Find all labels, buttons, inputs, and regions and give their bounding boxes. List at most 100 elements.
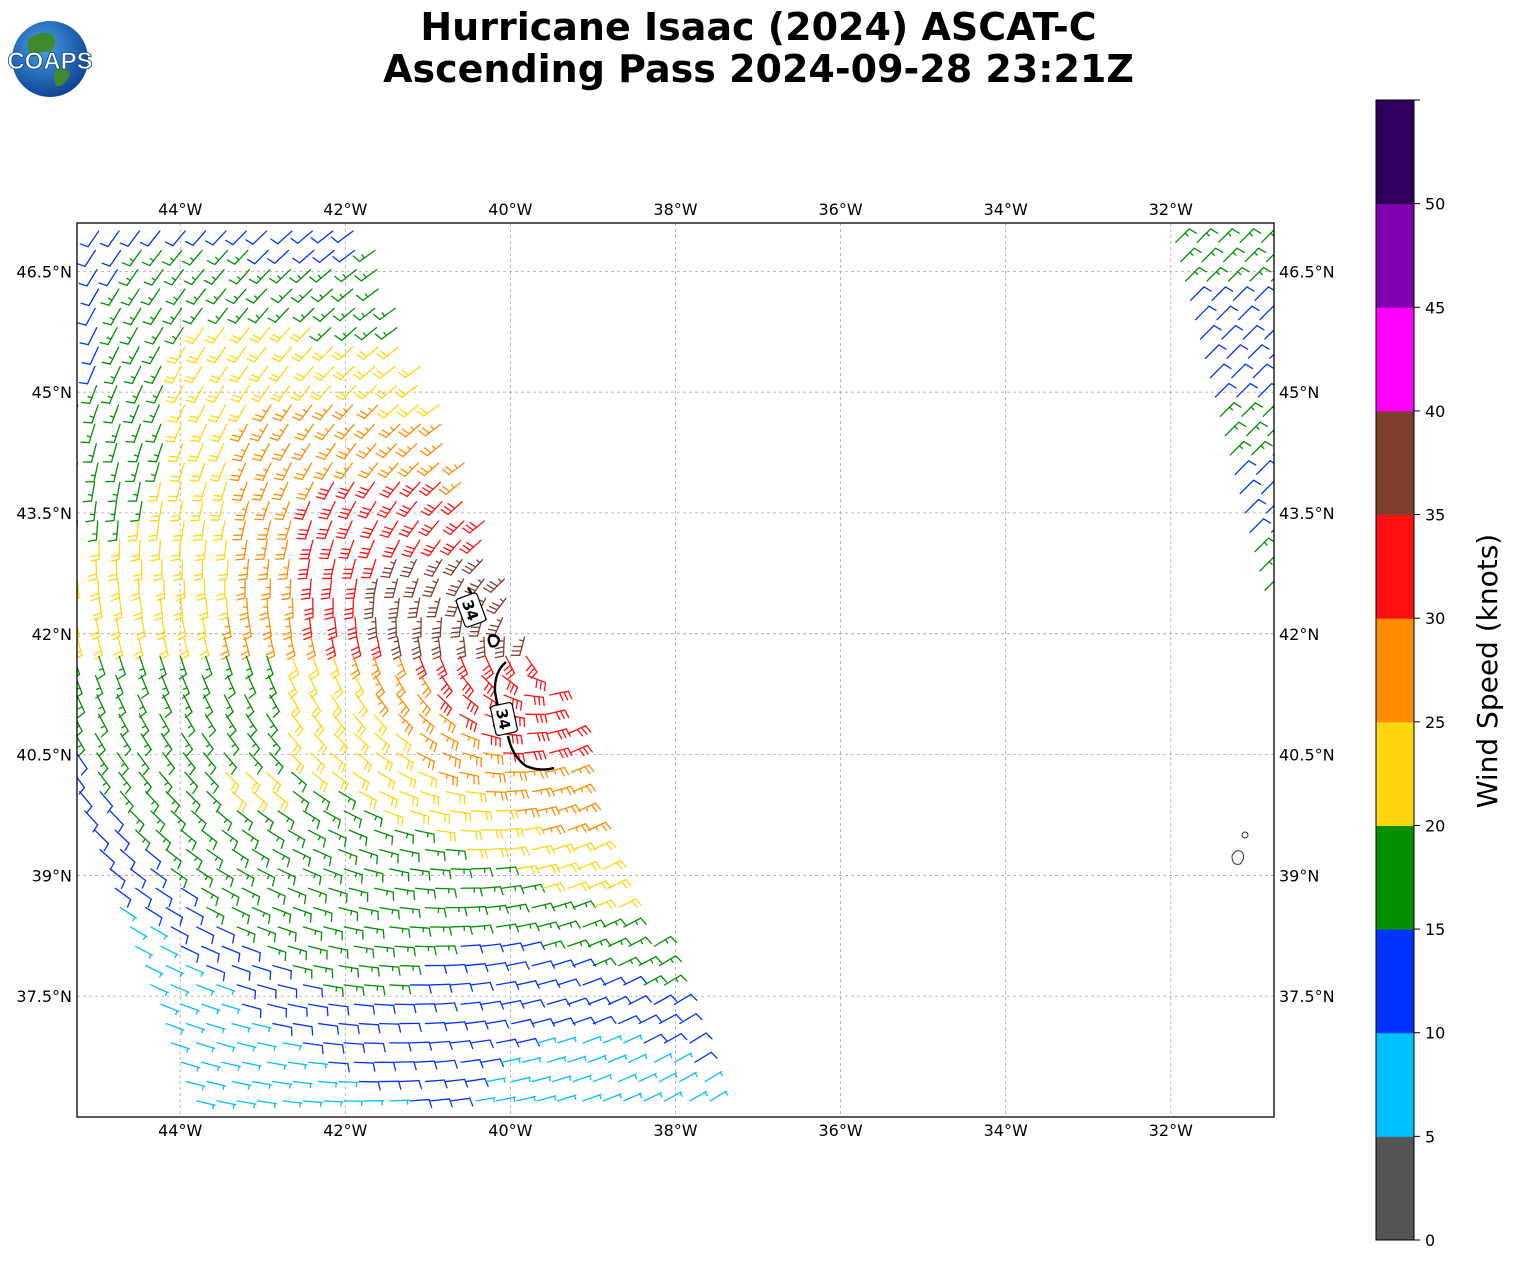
wind-barb xyxy=(236,926,256,944)
wind-barb xyxy=(388,597,400,619)
wind-barb xyxy=(114,887,132,908)
wind-barb xyxy=(292,404,313,421)
wind-barb xyxy=(274,539,289,560)
wind-barb xyxy=(379,481,401,498)
wind-barb xyxy=(511,1018,535,1028)
wind-barb xyxy=(159,713,170,738)
wind-barb xyxy=(354,385,377,400)
island-outline xyxy=(1231,831,1249,865)
wind-barb xyxy=(290,385,311,402)
wind-barb xyxy=(80,385,98,405)
wind-barb xyxy=(267,732,281,756)
wind-barb xyxy=(396,752,414,772)
wind-barb xyxy=(423,559,443,577)
wind-barb xyxy=(189,501,204,522)
wind-barb xyxy=(426,597,441,618)
wind-barb xyxy=(173,559,184,582)
wind-barb xyxy=(141,346,161,365)
wind-barb xyxy=(343,1042,366,1054)
wind-barb xyxy=(192,481,207,502)
wind-barb xyxy=(445,1021,469,1031)
lon-tick-label-top: 36°W xyxy=(819,200,863,219)
wind-barb xyxy=(312,307,335,322)
wind-barb xyxy=(222,616,232,641)
wind-barb xyxy=(1267,428,1274,437)
wind-barb xyxy=(63,444,76,463)
wind-barb xyxy=(180,887,199,907)
wind-barb xyxy=(182,752,196,776)
wind-barb xyxy=(352,249,376,263)
wind-barb xyxy=(268,365,289,382)
wind-barb xyxy=(572,1074,592,1083)
wind-barb xyxy=(465,905,489,916)
colorbar-tick-label: 50 xyxy=(1425,195,1445,214)
wind-barb xyxy=(345,578,358,600)
wind-barb xyxy=(623,975,647,986)
wind-barb xyxy=(145,848,162,870)
wind-barb xyxy=(205,230,227,246)
wind-barb xyxy=(159,636,169,660)
wind-barb xyxy=(58,308,75,325)
wind-barb xyxy=(420,674,432,699)
wind-barb xyxy=(77,636,83,659)
wind-barb xyxy=(462,520,485,534)
wind-barb xyxy=(501,827,525,838)
wind-barb xyxy=(313,462,333,480)
wind-barb xyxy=(315,481,335,500)
wind-barb xyxy=(204,771,219,794)
wind-barb xyxy=(403,578,419,598)
wind-barb xyxy=(536,863,561,874)
wind-barb xyxy=(389,868,410,882)
wind-barb xyxy=(485,904,510,914)
wind-barb xyxy=(419,790,440,807)
wind-barb xyxy=(545,709,570,721)
wind-barb xyxy=(442,752,461,769)
wind-barb xyxy=(141,249,163,267)
wind-barb xyxy=(429,983,453,993)
wind-barb xyxy=(170,868,188,889)
wind-barb xyxy=(287,732,302,756)
wind-barb xyxy=(396,694,410,718)
wind-barb xyxy=(296,481,314,501)
wind-barb xyxy=(1231,363,1254,379)
wind-barb xyxy=(465,1020,489,1030)
wind-barb xyxy=(180,1003,200,1015)
colorbar-tick-label: 40 xyxy=(1425,402,1445,421)
wind-barb xyxy=(582,1093,602,1102)
wind-barb xyxy=(184,327,205,345)
wind-barb xyxy=(416,404,440,417)
wind-barb xyxy=(521,999,546,1008)
wind-barb xyxy=(195,868,214,888)
lat-tick-label-right: 46.5°N xyxy=(1279,262,1335,281)
wind-barb xyxy=(77,249,96,267)
wind-barb xyxy=(440,732,459,752)
wind-barb xyxy=(245,288,268,304)
wind-barb xyxy=(1244,247,1267,263)
wind-barb xyxy=(429,868,452,880)
wind-barb xyxy=(118,269,139,287)
wind-barb xyxy=(102,307,122,326)
wind-barb xyxy=(506,789,530,800)
wind-34kt-contour: 34 34 xyxy=(455,587,555,771)
wind-barb xyxy=(155,829,172,851)
wind-barb xyxy=(251,790,268,812)
wind-barb xyxy=(330,752,347,774)
wind-barb xyxy=(160,1003,180,1016)
wind-barb xyxy=(187,443,204,462)
wind-barb xyxy=(201,829,218,851)
wind-barb xyxy=(212,481,228,502)
wind-barb xyxy=(221,829,239,850)
wind-barb xyxy=(285,636,296,660)
lon-tick-label-top: 38°W xyxy=(653,200,697,219)
wind-barb xyxy=(231,1022,252,1033)
wind-barb xyxy=(643,1033,668,1044)
wind-barb xyxy=(536,979,561,988)
wind-barb xyxy=(291,443,311,461)
wind-barb xyxy=(267,1061,288,1070)
wind-barb xyxy=(225,288,247,305)
wind-barb xyxy=(302,810,321,830)
wind-barb xyxy=(399,559,418,578)
wind-barb xyxy=(394,1061,417,1071)
wind-barb xyxy=(302,616,313,641)
wind-barb xyxy=(125,385,143,404)
